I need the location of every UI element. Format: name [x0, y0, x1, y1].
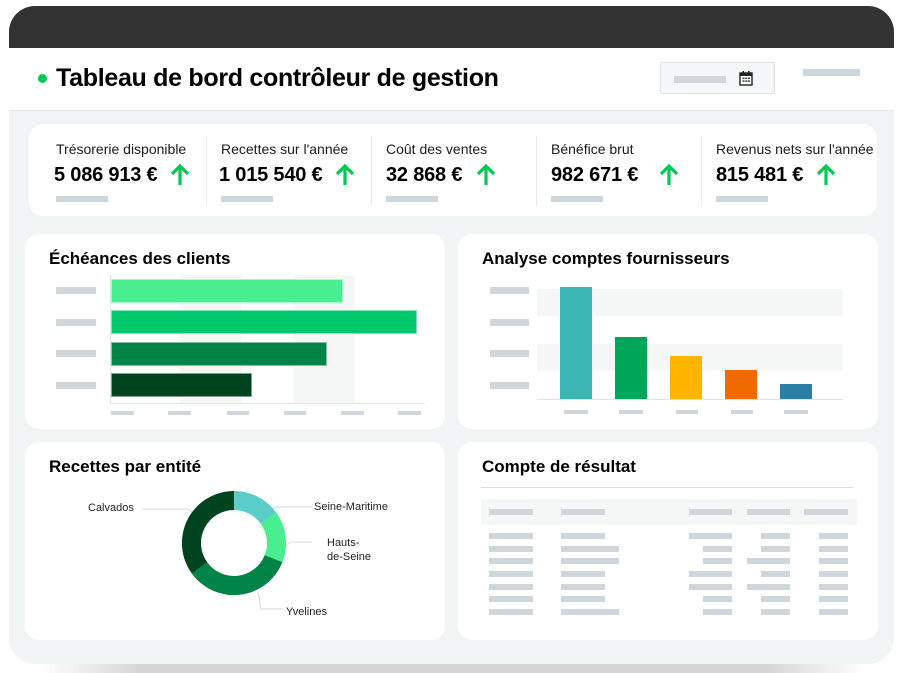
kpi-label: Recettes sur l'année: [221, 141, 349, 157]
panel-revenue-by-entity: Recettes par entité Calvados Seine-Marit…: [25, 442, 445, 640]
x-tick-placeholder: [111, 411, 134, 415]
calendar-icon: [739, 71, 753, 86]
bar-1[interactable]: [111, 279, 343, 303]
x-tick-placeholder: [284, 411, 306, 415]
y-axis: [110, 275, 111, 403]
kpi-label: Bénéfice brut: [551, 141, 634, 157]
kpi-label: Revenus nets sur l'année: [716, 141, 874, 157]
bar-5[interactable]: [780, 384, 812, 399]
kpi-sub-placeholder: [551, 196, 603, 202]
slice-calvados: [181, 490, 234, 574]
divider: [536, 136, 537, 206]
status-dot-icon: [38, 74, 47, 83]
divider: [206, 136, 207, 206]
page-title: Tableau de bord contrôleur de gestion: [56, 64, 499, 92]
x-tick-placeholder: [227, 411, 249, 415]
kpi-sub-placeholder: [716, 196, 768, 202]
x-tick-placeholder: [676, 410, 698, 414]
kpi-net-income: Revenus nets sur l'année 815 481 €: [701, 124, 877, 216]
donut-chart: [142, 490, 312, 610]
divider: [701, 136, 702, 206]
kpi-sub-placeholder: [56, 196, 108, 202]
label-hauts-de-seine-1: Hauts-: [327, 537, 360, 549]
bar-4[interactable]: [111, 373, 252, 397]
y-label-placeholder: [490, 319, 529, 326]
x-tick-placeholder: [398, 411, 421, 415]
arrow-up-icon: [170, 163, 190, 185]
panel-title: Compte de résultat: [482, 457, 636, 476]
x-axis: [537, 399, 843, 400]
bar-2[interactable]: [111, 310, 417, 334]
label-yvelines: Yvelines: [286, 606, 327, 618]
header-cell: [561, 509, 605, 515]
slice-yvelines: [191, 555, 283, 596]
arrow-up-icon: [659, 163, 679, 185]
title-bar: [9, 6, 894, 48]
header-menu-placeholder[interactable]: [803, 69, 860, 76]
header: Tableau de bord contrôleur de gestion: [9, 48, 894, 111]
kpi-cash: Trésorerie disponible 5 086 913 €: [29, 124, 206, 216]
x-tick-placeholder: [168, 411, 191, 415]
divider: [371, 136, 372, 206]
x-tick-placeholder: [731, 410, 753, 414]
label-calvados: Calvados: [88, 502, 134, 514]
y-label-placeholder: [490, 382, 529, 389]
y-label-placeholder: [490, 287, 529, 294]
kpi-label: Coût des ventes: [386, 141, 488, 157]
date-placeholder: [674, 76, 726, 83]
date-picker[interactable]: [660, 62, 775, 94]
y-label-placeholder: [56, 350, 96, 357]
panel-income-statement: Compte de résultat: [458, 442, 878, 640]
dashboard-window: Tableau de bord contrôleur de gestion Tr…: [9, 6, 894, 664]
kpi-value: 815 481 €: [716, 164, 804, 186]
kpi-gross-profit: Bénéfice brut 982 671 €: [536, 124, 701, 216]
kpi-value: 5 086 913 €: [54, 164, 158, 186]
x-tick-placeholder: [341, 411, 364, 415]
kpi-value: 32 868 €: [386, 164, 463, 186]
bar-3[interactable]: [670, 356, 702, 399]
kpi-cost-of-sales: Coût des ventes 32 868 €: [371, 124, 536, 216]
label-hauts-de-seine-2: de-Seine: [327, 551, 372, 563]
bar-4[interactable]: [725, 370, 757, 399]
bar-3[interactable]: [111, 342, 327, 366]
y-label-placeholder: [56, 382, 96, 389]
kpi-sub-placeholder: [386, 196, 438, 202]
header-cell: [689, 509, 732, 515]
divider: [481, 487, 853, 488]
arrow-up-icon: [476, 163, 496, 185]
x-axis: [110, 403, 425, 404]
kpi-value: 982 671 €: [551, 164, 639, 186]
x-tick-placeholder: [784, 410, 808, 414]
header-cell: [804, 509, 848, 515]
kpi-value: 1 015 540 €: [219, 164, 323, 186]
panel-supplier-analysis: Analyse comptes fournisseurs: [458, 234, 878, 429]
table-header: [481, 499, 857, 525]
panel-title: Échéances des clients: [49, 249, 231, 268]
kpi-strip: Trésorerie disponible 5 086 913 € Recett…: [29, 124, 877, 216]
y-label-placeholder: [56, 319, 96, 326]
slice-seine-maritime: [234, 490, 277, 524]
arrow-up-icon: [816, 163, 836, 185]
header-cell: [489, 509, 533, 515]
x-tick-placeholder: [564, 410, 588, 414]
bar-1[interactable]: [560, 287, 592, 399]
panel-title: Analyse comptes fournisseurs: [482, 249, 730, 268]
window-shadow: [40, 664, 865, 673]
header-cell: [747, 509, 790, 515]
kpi-label: Trésorerie disponible: [56, 141, 187, 157]
kpi-revenue: Recettes sur l'année 1 015 540 €: [206, 124, 371, 216]
label-seine-maritime: Seine-Maritime: [314, 501, 388, 513]
y-label-placeholder: [56, 287, 96, 294]
slice-hauts-de-seine: [260, 512, 287, 563]
arrow-up-icon: [335, 163, 355, 185]
panel-client-due: Échéances des clients: [25, 234, 445, 429]
x-tick-placeholder: [619, 410, 643, 414]
panel-title: Recettes par entité: [49, 457, 202, 476]
kpi-sub-placeholder: [221, 196, 273, 202]
y-label-placeholder: [490, 350, 529, 357]
bar-2[interactable]: [615, 337, 647, 399]
